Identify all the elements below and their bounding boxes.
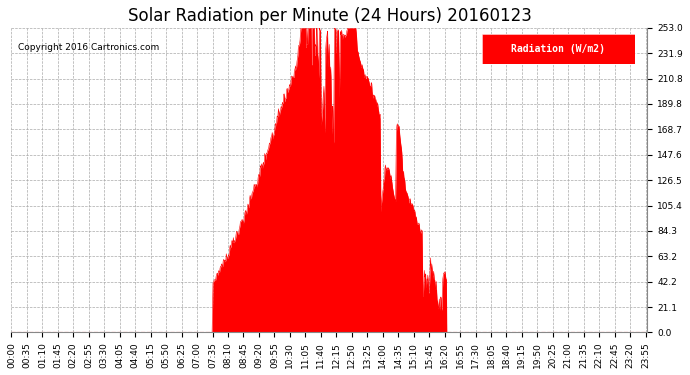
Text: Copyright 2016 Cartronics.com: Copyright 2016 Cartronics.com xyxy=(19,43,159,52)
Title: Solar Radiation per Minute (24 Hours) 20160123: Solar Radiation per Minute (24 Hours) 20… xyxy=(128,7,531,25)
